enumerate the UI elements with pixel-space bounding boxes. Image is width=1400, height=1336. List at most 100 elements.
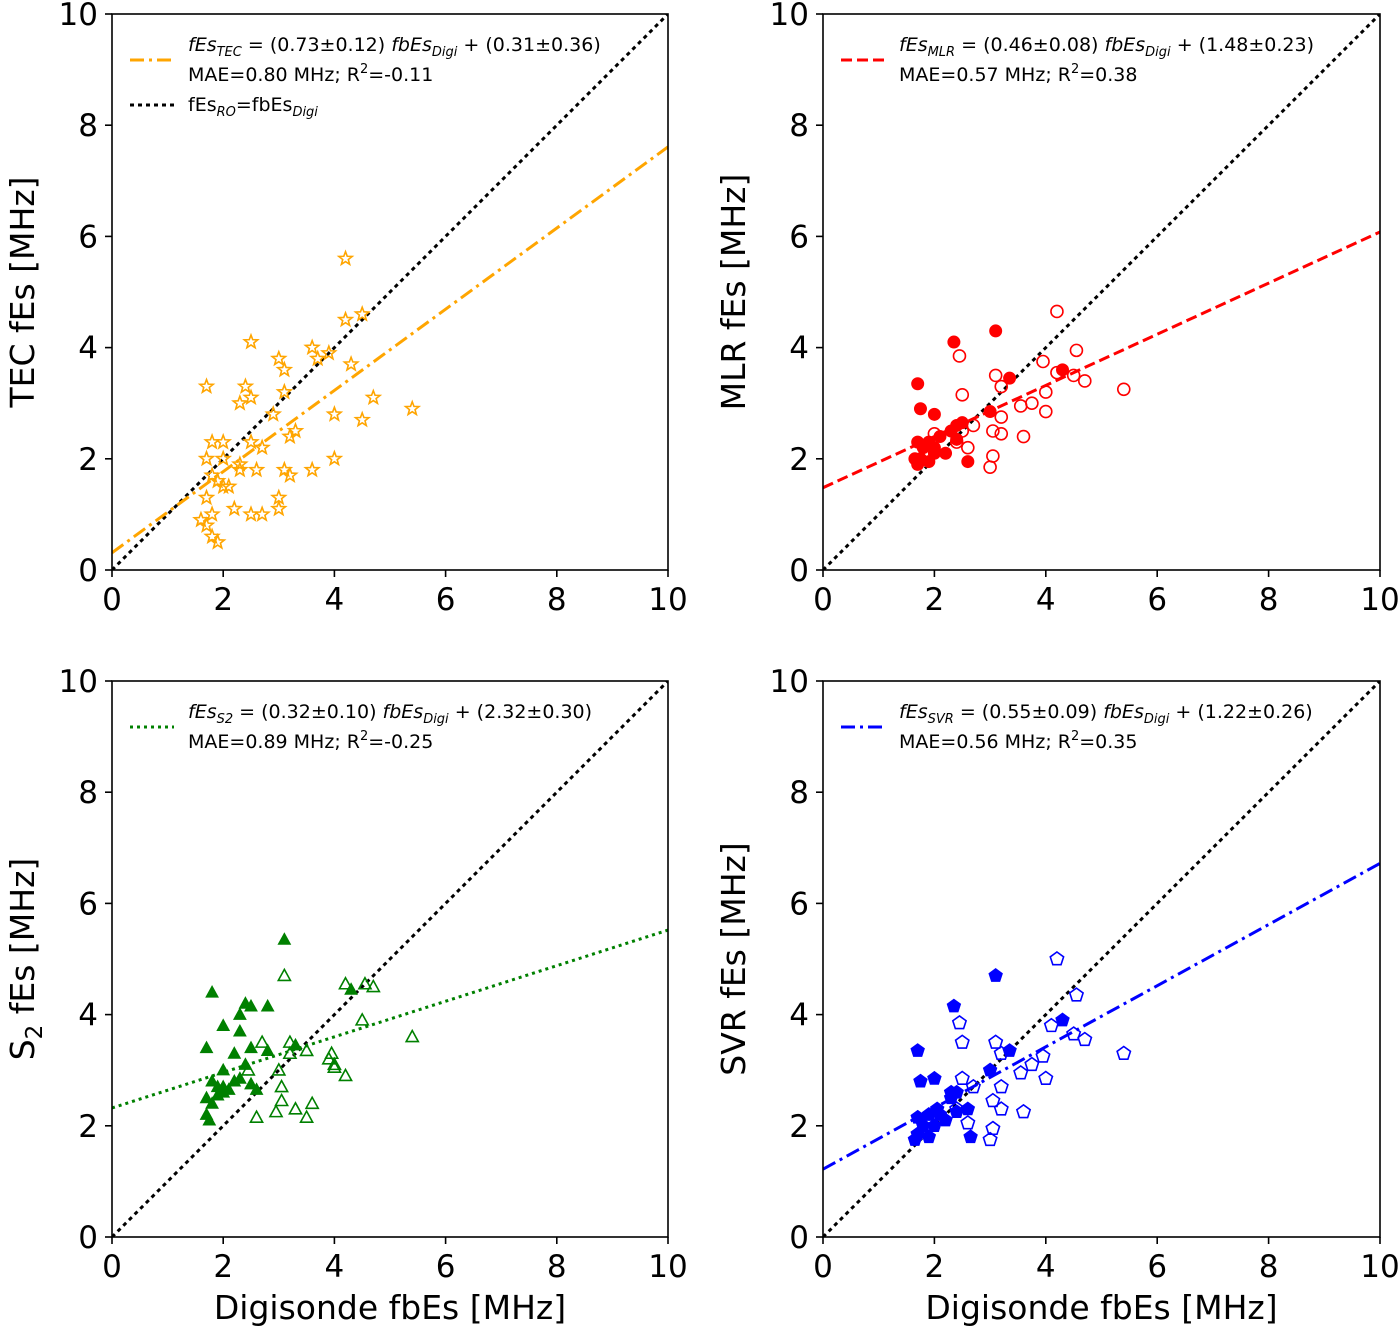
data-point-filled — [275, 360, 294, 378]
x-tick-label: 10 — [648, 1249, 687, 1285]
data-point-filled — [205, 1073, 219, 1087]
data-point-open — [326, 1059, 342, 1073]
data-point-filled — [242, 332, 260, 350]
data-point-filled — [275, 382, 294, 400]
data-point-filled — [232, 1007, 247, 1020]
data-point-open — [954, 1070, 970, 1085]
x-tick-label: 2 — [925, 1249, 945, 1285]
data-point-open — [304, 1095, 320, 1110]
data-point-filled — [949, 1104, 964, 1119]
reference-line — [823, 681, 1380, 1237]
x-tick-label: 6 — [1147, 1249, 1167, 1285]
data-point-filled — [232, 1023, 247, 1037]
data-point-open — [986, 449, 1000, 463]
data-point-filled — [227, 1046, 242, 1059]
x-tick-label: 6 — [436, 1249, 456, 1285]
y-tick-label: 4 — [78, 331, 98, 367]
data-point-open — [965, 1078, 981, 1094]
data-point-filled — [203, 505, 221, 522]
data-point-open — [961, 440, 975, 455]
data-point-filled — [199, 1090, 214, 1104]
data-point-filled — [197, 488, 216, 506]
x-tick-label: 2 — [213, 582, 233, 618]
data-point-open — [983, 460, 997, 474]
data-point-filled — [325, 405, 344, 422]
data-point-filled — [320, 343, 338, 361]
y-tick-label: 4 — [789, 998, 809, 1034]
data-point-open — [249, 1109, 264, 1123]
legend-entry: fEsTEC = (0.73±0.12) fbEsDigi + (0.31±0.… — [188, 34, 601, 60]
data-point-open — [338, 1067, 353, 1082]
y-tick-label: 6 — [78, 219, 98, 255]
data-point-filled — [342, 354, 360, 372]
data-point-filled — [1002, 1043, 1017, 1057]
x-tick-label: 8 — [1259, 1249, 1279, 1285]
fit-line — [112, 928, 668, 1110]
data-point-filled — [911, 377, 925, 391]
axes-frame — [822, 13, 1381, 571]
data-point-open — [988, 368, 1003, 383]
data-point-filled — [197, 449, 216, 467]
x-tick-label: 8 — [547, 582, 567, 618]
data-point-filled — [281, 427, 299, 445]
x-tick-label: 0 — [102, 1249, 122, 1285]
data-point-filled — [303, 338, 321, 356]
x-tick-label: 4 — [325, 582, 345, 618]
y-tick-label: 10 — [59, 0, 98, 33]
data-point-filled — [336, 310, 355, 328]
data-point-filled — [927, 1070, 942, 1085]
y-tick-label: 4 — [78, 998, 98, 1034]
y-tick-label: 2 — [78, 442, 98, 478]
data-point-filled — [203, 432, 221, 450]
data-point-filled — [961, 455, 975, 469]
data-point-filled — [197, 516, 216, 534]
y-tick-label: 2 — [789, 442, 809, 478]
legend-entry: MAE=0.56 MHz; R2=0.35 — [899, 729, 1137, 753]
data-point-filled — [264, 405, 283, 422]
data-point-open — [1035, 1048, 1051, 1063]
fit-line — [823, 230, 1380, 490]
y-tick-label: 8 — [78, 775, 98, 811]
data-point-open — [960, 1115, 976, 1130]
x-tick-label: 0 — [813, 582, 833, 618]
data-point-filled — [244, 1040, 258, 1054]
data-point-filled — [236, 377, 255, 395]
y-axis-label: S2 fEs [MHz] — [3, 858, 48, 1061]
y-axis-label: SVR fEs [MHz] — [714, 842, 753, 1075]
data-point-filled — [1003, 371, 1017, 385]
data-point-filled — [253, 438, 271, 456]
chart-panel-svr: 0 2 4 6 8 10 0 2 4 6 8 10 SVR fEs [MHz] Digisonde fbE… — [714, 664, 1400, 1327]
data-point-filled — [216, 1079, 231, 1093]
data-point-filled — [955, 416, 969, 430]
data-point-open — [299, 1042, 315, 1057]
data-point-filled — [244, 998, 258, 1012]
data-point-filled — [913, 452, 927, 466]
data-point-open — [288, 1101, 303, 1115]
data-point-open — [986, 424, 1000, 438]
data-point-open — [338, 976, 353, 990]
data-point-filled — [353, 410, 372, 428]
data-point-filled — [277, 932, 292, 945]
x-tick-label: 4 — [1036, 1249, 1056, 1285]
data-point-filled — [244, 1076, 258, 1090]
data-point-filled — [225, 499, 244, 517]
data-point-filled — [199, 1040, 214, 1054]
data-point-filled — [913, 1073, 928, 1088]
chart-panel-tec: 0 2 4 6 8 10 0 2 4 6 8 10 TEC fEs [MHz] fEsTEC = (0.7… — [3, 0, 688, 618]
y-tick-label: 8 — [789, 108, 809, 144]
data-point-open — [951, 1014, 968, 1030]
data-point-filled — [963, 1129, 978, 1144]
x-tick-label: 4 — [325, 1249, 345, 1285]
x-tick-label: 4 — [1036, 582, 1056, 618]
data-point-filled — [1055, 1012, 1070, 1027]
legend-entry: MAE=0.80 MHz; R2=-0.11 — [188, 62, 433, 86]
data-point-filled — [205, 1096, 219, 1109]
data-point-open — [324, 1045, 340, 1060]
data-point-filled — [947, 335, 961, 349]
fit-line — [112, 145, 668, 554]
axes-frame — [111, 680, 669, 1238]
data-point-filled — [946, 998, 962, 1013]
data-point-filled — [260, 1043, 275, 1056]
y-tick-label: 4 — [789, 331, 809, 367]
